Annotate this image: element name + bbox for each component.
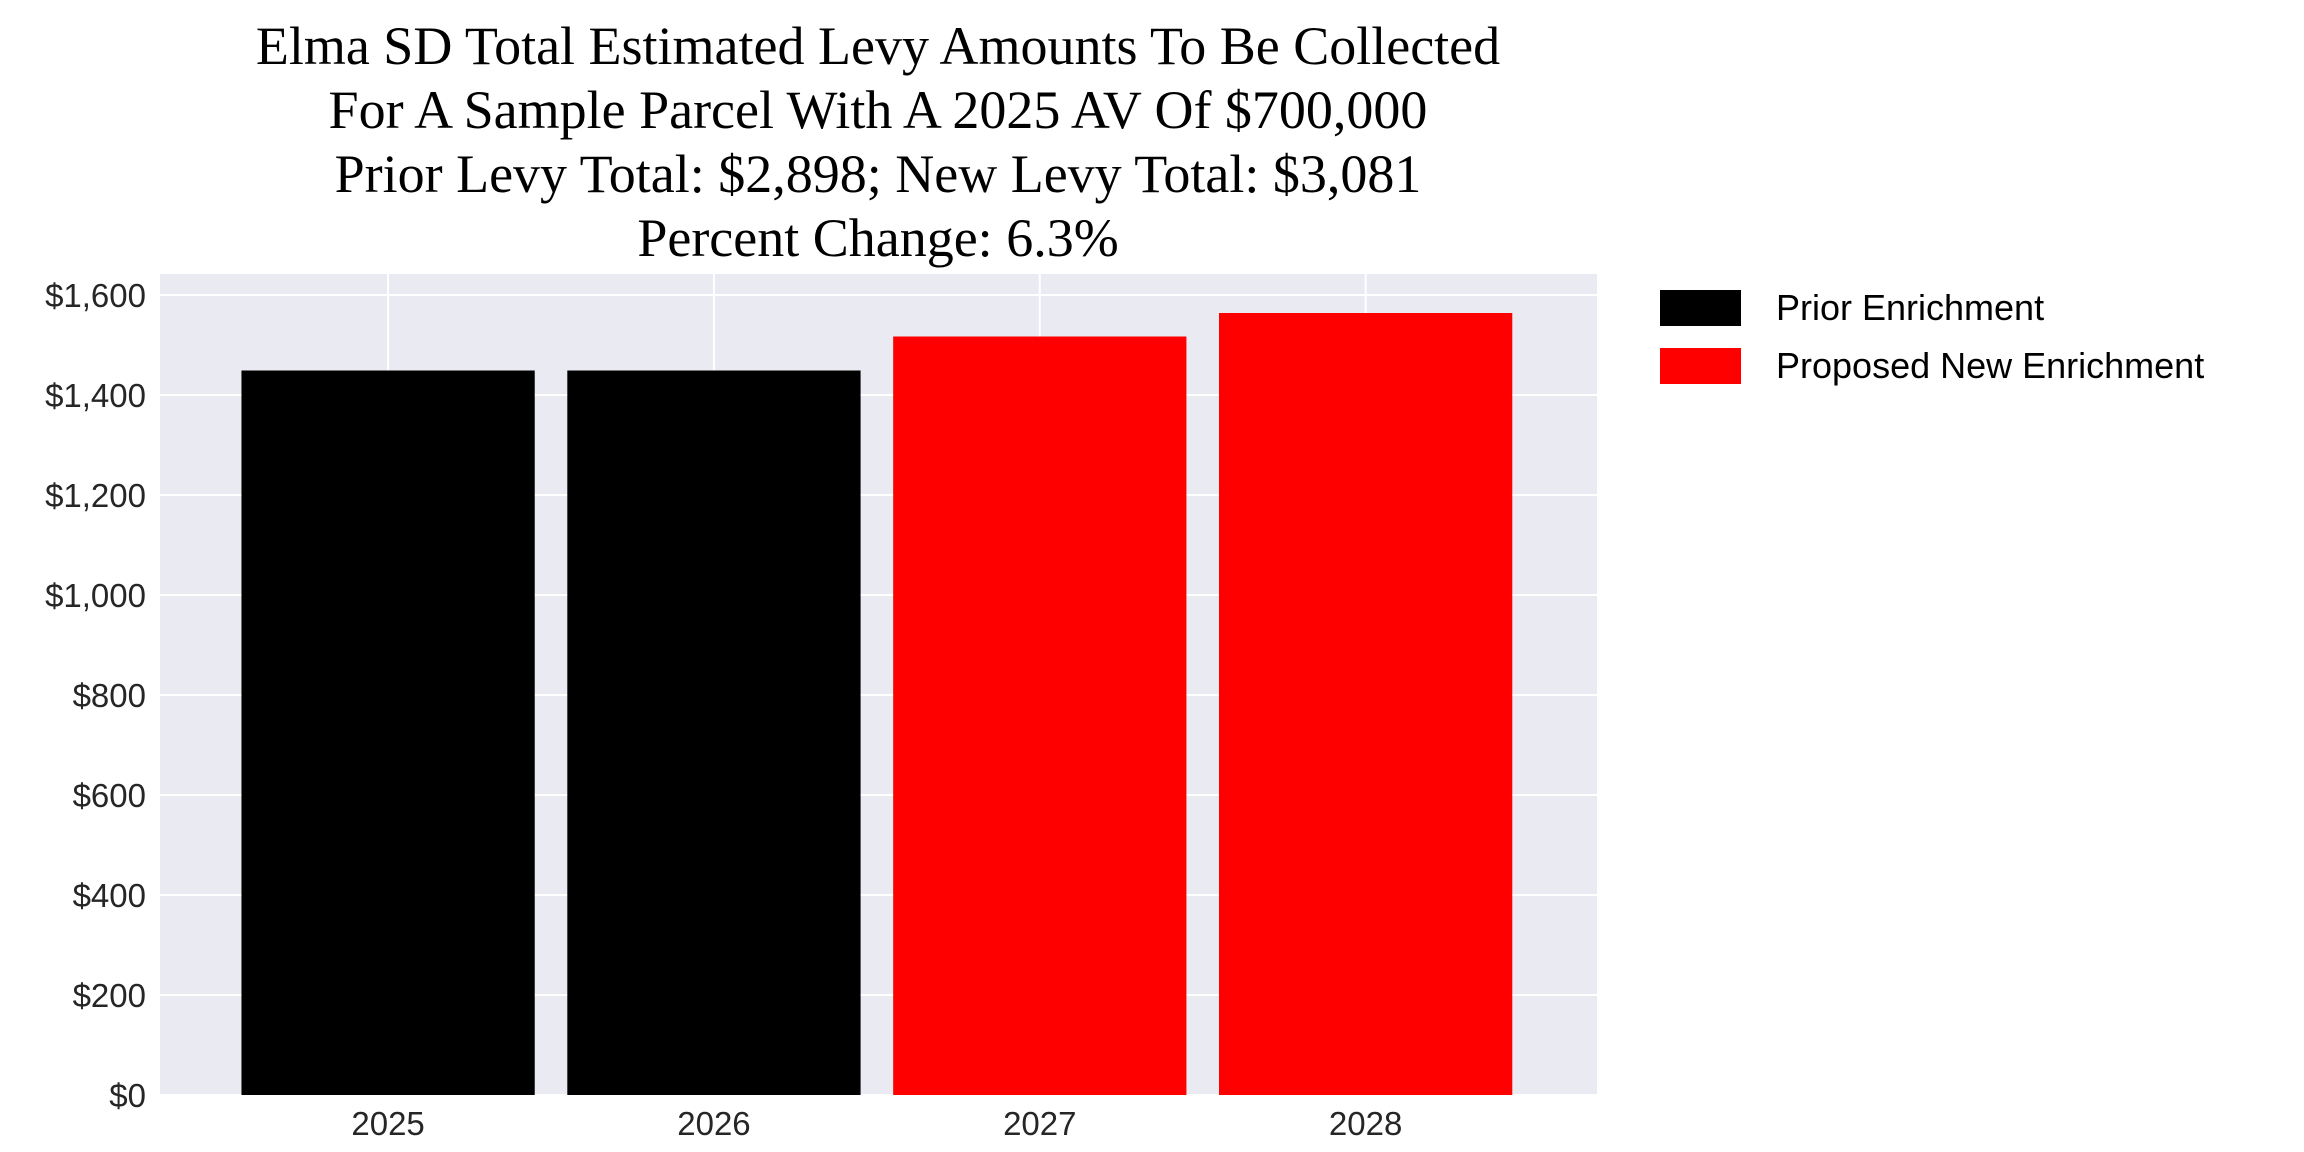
- title-line-3: Prior Levy Total: $2,898; New Levy Total…: [335, 144, 1422, 204]
- bar-2027: [893, 336, 1187, 1095]
- y-tick-label: $0: [109, 1077, 146, 1114]
- legend-label-prior: Prior Enrichment: [1776, 287, 2044, 328]
- bar-2028: [1219, 313, 1513, 1095]
- x-axis-ticks: 2025 2026 2027 2028: [351, 1105, 1402, 1142]
- bar-2025: [241, 370, 535, 1095]
- legend-label-new: Proposed New Enrichment: [1776, 345, 2204, 386]
- x-tick-label: 2026: [677, 1105, 750, 1142]
- x-tick-label: 2028: [1329, 1105, 1402, 1142]
- title-line-4: Percent Change: 6.3%: [637, 208, 1118, 268]
- y-tick-label: $200: [73, 977, 146, 1014]
- y-tick-label: $600: [73, 777, 146, 814]
- chart-title: Elma SD Total Estimated Levy Amounts To …: [256, 16, 1500, 268]
- y-tick-label: $1,400: [45, 377, 146, 414]
- x-tick-label: 2027: [1003, 1105, 1076, 1142]
- bars: [241, 313, 1513, 1095]
- y-tick-label: $1,000: [45, 577, 146, 614]
- y-tick-label: $1,600: [45, 277, 146, 314]
- legend-swatch-prior: [1660, 290, 1741, 326]
- title-line-1: Elma SD Total Estimated Levy Amounts To …: [256, 16, 1500, 76]
- y-tick-label: $1,200: [45, 477, 146, 514]
- x-tick-label: 2025: [351, 1105, 424, 1142]
- y-axis-ticks: $0 $200 $400 $600 $800 $1,000 $1,200 $1,400 $1,6…: [45, 277, 146, 1114]
- legend-swatch-new: [1660, 348, 1741, 384]
- y-tick-label: $400: [73, 877, 146, 914]
- y-tick-label: $800: [73, 677, 146, 714]
- title-line-2: For A Sample Parcel With A 2025 AV Of $7…: [329, 80, 1428, 140]
- legend: Prior Enrichment Proposed New Enrichment: [1660, 287, 2204, 386]
- bar-2026: [567, 370, 861, 1095]
